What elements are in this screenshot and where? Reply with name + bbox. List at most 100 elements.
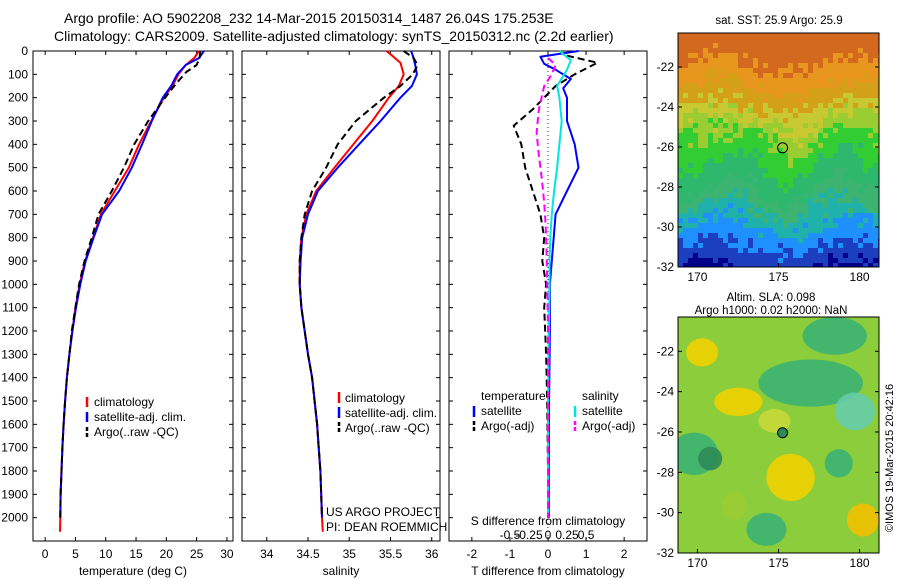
sst-cell [873, 183, 879, 189]
sst-cell [788, 53, 794, 59]
sst-cell [723, 113, 729, 119]
sst-cell [713, 263, 719, 267]
sst-cell [808, 68, 814, 74]
sst-cell [813, 123, 819, 129]
sst-cell [678, 178, 684, 184]
sst-cell [838, 198, 844, 204]
sst-cell [688, 118, 694, 124]
sst-cell [758, 153, 764, 159]
sst-cell [678, 243, 684, 249]
sst-cell [748, 188, 754, 194]
sst-cell [838, 38, 844, 44]
sst-cell [718, 263, 724, 267]
sst-cell [748, 208, 754, 214]
sst-cell [853, 258, 859, 264]
sst-cell [743, 203, 749, 209]
depth-tick-label: 1800 [1, 464, 28, 478]
sst-cell [708, 113, 714, 119]
sst-cell [788, 88, 794, 94]
depth-tick-label: 800 [8, 231, 28, 245]
sst-cell [778, 203, 784, 209]
sst-cell [738, 253, 744, 259]
sst-cell [683, 78, 689, 84]
sst-cell [828, 158, 834, 164]
sst-cell [833, 193, 839, 199]
sst-cell [803, 143, 809, 149]
sst-cell [688, 168, 694, 174]
sst-cell [708, 73, 714, 79]
sst-cell [688, 263, 694, 267]
sst-cell [708, 68, 714, 74]
sst-cell [788, 168, 794, 174]
sst-cell [843, 118, 849, 124]
sst-cell [778, 53, 784, 59]
climatology-subtitle: Climatology: CARS2009. Satellite-adjuste… [54, 28, 614, 44]
sst-cell [718, 78, 724, 84]
sst-cell [738, 213, 744, 219]
sst-cell [718, 58, 724, 64]
sst-cell [823, 103, 829, 109]
sst-cell [763, 163, 769, 169]
sst-cell [818, 228, 824, 234]
sst-cell [788, 78, 794, 84]
sst-cell [688, 48, 694, 54]
sst-cell [713, 188, 719, 194]
sst-cell [743, 148, 749, 154]
sst-cell [733, 233, 739, 239]
sst-cell [728, 33, 734, 39]
sst-cell [813, 143, 819, 149]
sst-cell [748, 88, 754, 94]
sst-cell [768, 218, 774, 224]
sst-cell [868, 178, 874, 184]
sst-cell [708, 193, 714, 199]
sst-cell [848, 183, 854, 189]
sst-cell [723, 223, 729, 229]
sst-cell [708, 83, 714, 89]
sst-cell [693, 98, 699, 104]
sst-cell [843, 173, 849, 179]
sst-cell [763, 213, 769, 219]
sst-cell [863, 33, 869, 39]
sst-cell [683, 123, 689, 129]
sst-cell [838, 173, 844, 179]
sst-cell [688, 253, 694, 259]
sst-cell [813, 58, 819, 64]
sst-cell [848, 208, 854, 214]
sst-cell [778, 253, 784, 259]
sst-cell [678, 233, 684, 239]
sst-cell [753, 238, 759, 244]
sst-cell [863, 103, 869, 109]
sst-cell [803, 98, 809, 104]
sst-cell [808, 228, 814, 234]
sst-cell [793, 183, 799, 189]
sst-cell [873, 188, 879, 194]
sst-cell [738, 238, 744, 244]
sst-cell [713, 53, 719, 59]
sst-cell [773, 48, 779, 54]
sst-cell [873, 48, 879, 54]
lat-tick-label: -22 [657, 60, 675, 74]
sst-cell [798, 193, 804, 199]
sst-cell [803, 253, 809, 259]
sst-cell [828, 173, 834, 179]
sst-cell [848, 173, 854, 179]
sst-cell [863, 203, 869, 209]
sst-cell [858, 33, 864, 39]
sst-cell [808, 153, 814, 159]
sst-cell [733, 188, 739, 194]
depth-tick-label: 700 [8, 207, 28, 221]
sst-cell [823, 208, 829, 214]
sst-cell [838, 73, 844, 79]
sst-cell [703, 198, 709, 204]
sst-cell [813, 93, 819, 99]
sst-cell [763, 33, 769, 39]
sst-cell [793, 218, 799, 224]
sst-cell [798, 98, 804, 104]
sst-cell [723, 178, 729, 184]
sst-cell [723, 208, 729, 214]
sst-cell [698, 253, 704, 259]
sst-cell [848, 38, 854, 44]
sst-cell [728, 173, 734, 179]
sst-cell [793, 203, 799, 209]
sst-cell [848, 113, 854, 119]
